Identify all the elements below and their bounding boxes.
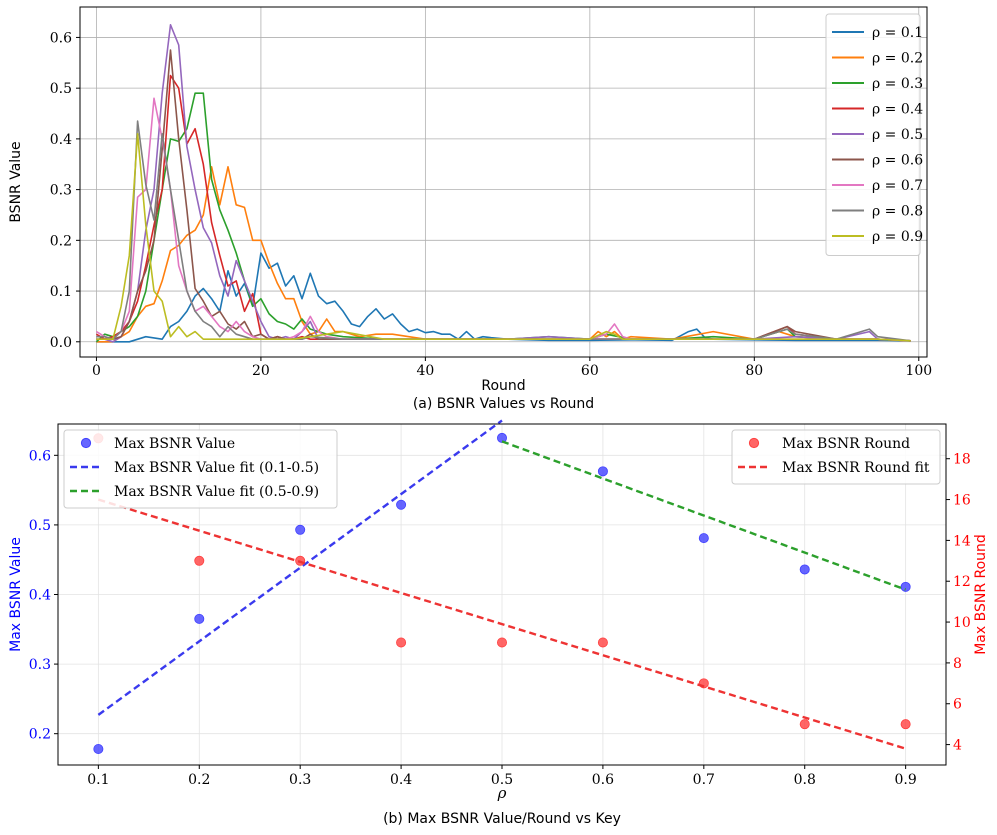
panel-b-x-tick-label: 0.6 bbox=[592, 772, 614, 788]
panel-b-marks bbox=[93, 419, 911, 754]
panel-b-dual-axis-chart: 0.1 0.2 0.3 0.4 0.5 0.6 0.7 0.8 0.9 0.2 0.3 0.4 0.5 0… bbox=[8, 419, 989, 827]
panel-a-y-tick-label: 0.0 bbox=[50, 335, 72, 351]
panel-b-right-tick-label: 10 bbox=[953, 615, 971, 631]
panel-a-series-line-2 bbox=[96, 166, 911, 343]
panel-a-y-tick-label: 0.4 bbox=[50, 132, 72, 148]
panel-b-grid bbox=[58, 424, 946, 765]
panel-a-legend-label: ρ = 0.8 bbox=[872, 204, 923, 220]
panel-b-legend-label: Max BSNR Round fit bbox=[782, 460, 930, 476]
panel-b-point-round bbox=[396, 637, 407, 648]
panel-a-legend-label: ρ = 0.7 bbox=[872, 178, 923, 194]
panel-a-x-tick-label: 0 bbox=[92, 363, 101, 379]
panel-b-left-tick-label: 0.2 bbox=[29, 727, 51, 743]
panel-a-grid bbox=[80, 7, 927, 357]
panel-b-point-value bbox=[496, 432, 507, 443]
panel-b-point-value bbox=[597, 466, 608, 477]
panel-b-point-value bbox=[194, 613, 205, 624]
panel-a-series-line-5 bbox=[96, 23, 911, 343]
panel-b-x-tick-label: 0.1 bbox=[87, 772, 109, 788]
panel-b-legend-right: Max BSNR Round Max BSNR Round fit bbox=[731, 429, 941, 485]
panel-b-point-round bbox=[597, 637, 608, 648]
panel-b-right-tick-label: 14 bbox=[953, 533, 971, 549]
panel-a-series-line-9 bbox=[96, 133, 911, 342]
panel-a-y-axis-label: BSNR Value bbox=[8, 141, 24, 222]
panel-b-point-value bbox=[295, 524, 306, 535]
panel-b-right-tick-label: 18 bbox=[953, 452, 971, 468]
panel-b-point-round bbox=[900, 719, 911, 730]
panel-a-legend-label: ρ = 0.6 bbox=[872, 153, 923, 169]
panel-b-right-tick-label: 6 bbox=[953, 697, 962, 713]
panel-a-legend-box bbox=[825, 13, 921, 256]
panel-b-right-tick-label: 8 bbox=[953, 656, 962, 672]
panel-a-legend: ρ = 0.1 ρ = 0.2 ρ = 0.3 ρ = 0.4 ρ = 0.5 ρ = 0… bbox=[825, 13, 923, 256]
panel-b-point-value bbox=[93, 743, 104, 754]
panel-b-right-tick-label: 12 bbox=[953, 574, 971, 590]
panel-a-series-line-3 bbox=[95, 92, 911, 343]
panel-b-legend-left: Max BSNR Value Max BSNR Value fit (0.1-0.… bbox=[63, 429, 338, 509]
panel-a-legend-label: ρ = 0.4 bbox=[872, 102, 923, 118]
panel-b-x-tick-label: 0.2 bbox=[188, 772, 210, 788]
panel-b-x-tick-label: 0.5 bbox=[491, 772, 513, 788]
panel-b-x-tick-label: 0.9 bbox=[895, 772, 917, 788]
panel-b-x-tick-label: 0.4 bbox=[390, 772, 412, 788]
panel-b-point-value bbox=[396, 499, 407, 510]
panel-b-legend-marker bbox=[80, 437, 92, 449]
panel-a-y-tick-label: 0.3 bbox=[50, 183, 72, 199]
panel-b-caption: (b) Max BSNR Value/Round vs Key bbox=[383, 811, 621, 827]
panel-b-left-tick-label: 0.4 bbox=[29, 588, 51, 604]
panel-b-legend-label: Max BSNR Value bbox=[114, 436, 235, 452]
panel-b-x-tick-label: 0.7 bbox=[693, 772, 715, 788]
panel-a-legend-label: ρ = 0.5 bbox=[872, 127, 923, 143]
panel-b-right-y-axis-label: Max BSNR Round bbox=[973, 534, 989, 655]
panel-a-legend-label: ρ = 0.3 bbox=[872, 76, 923, 92]
panel-b-point-round bbox=[194, 555, 205, 566]
panel-a-x-axis-label: Round bbox=[481, 378, 525, 394]
panel-b-fit-line-2 bbox=[97, 419, 503, 716]
panel-a-x-tick-label: 100 bbox=[905, 363, 932, 379]
panel-a-y-tick-label: 0.2 bbox=[50, 233, 72, 249]
panel-b-legend-marker bbox=[748, 437, 760, 449]
panel-a-caption: (a) BSNR Values vs Round bbox=[413, 396, 594, 412]
panel-b-left-tick-label: 0.3 bbox=[29, 657, 51, 673]
panel-b-right-tick-label: 4 bbox=[953, 738, 962, 754]
panel-a-legend-label: ρ = 0.1 bbox=[872, 25, 923, 41]
panel-a-legend-label: ρ = 0.2 bbox=[872, 51, 923, 67]
panel-b-left-y-axis-label: Max BSNR Value bbox=[8, 537, 24, 652]
panel-a-y-tick-label: 0.5 bbox=[50, 81, 72, 97]
panel-b-legend-label: Max BSNR Value fit (0.5-0.9) bbox=[114, 484, 319, 500]
panel-a-y-tick-label: 0.1 bbox=[50, 284, 72, 300]
panel-b-left-tick-label: 0.6 bbox=[29, 448, 51, 464]
panel-a-x-tick-label: 80 bbox=[745, 363, 763, 379]
panel-a-series-line-8 bbox=[96, 120, 911, 342]
panel-b-x-tick-label: 0.8 bbox=[794, 772, 816, 788]
panel-a-x-tick-label: 60 bbox=[581, 363, 599, 379]
panel-a-ticks: 0 20 40 60 80 100 0.0 0.1 0.2 0.3 0.4 0.5 0.6 bbox=[50, 30, 932, 379]
panel-a-series-lines bbox=[95, 23, 911, 343]
panel-b-legend-label: Max BSNR Value fit (0.1-0.5) bbox=[114, 460, 319, 476]
panel-a-legend-label: ρ = 0.9 bbox=[872, 229, 923, 245]
panel-b-fit-line-3 bbox=[501, 440, 907, 591]
panel-a-x-tick-label: 20 bbox=[252, 363, 270, 379]
panel-a-series-line-7 bbox=[95, 97, 911, 342]
panel-a-y-tick-label: 0.6 bbox=[50, 30, 72, 46]
panel-a-plot-frame bbox=[79, 6, 928, 358]
panel-b-legend-label: Max BSNR Round bbox=[782, 436, 910, 452]
panel-b-left-tick-label: 0.5 bbox=[29, 518, 51, 534]
panel-b-point-value bbox=[698, 533, 709, 544]
panel-b-x-axis-label: ρ bbox=[497, 784, 507, 802]
panel-b-point-value bbox=[900, 581, 911, 592]
panel-b-ticks: 0.1 0.2 0.3 0.4 0.5 0.6 0.7 0.8 0.9 0.2 0.3 0.4 0.5 0… bbox=[29, 448, 971, 788]
panel-a-x-tick-label: 40 bbox=[416, 363, 434, 379]
panel-b-point-round bbox=[799, 719, 810, 730]
panel-b-x-tick-label: 0.3 bbox=[289, 772, 311, 788]
panel-b-fit-line-5 bbox=[98, 498, 906, 750]
panel-b-legend-left-box bbox=[63, 429, 338, 509]
panel-b-right-tick-label: 16 bbox=[953, 493, 971, 509]
panel-b-point-round bbox=[496, 637, 507, 648]
panel-b-point-value bbox=[799, 564, 810, 575]
panel-b-legend-right-box bbox=[731, 429, 941, 485]
